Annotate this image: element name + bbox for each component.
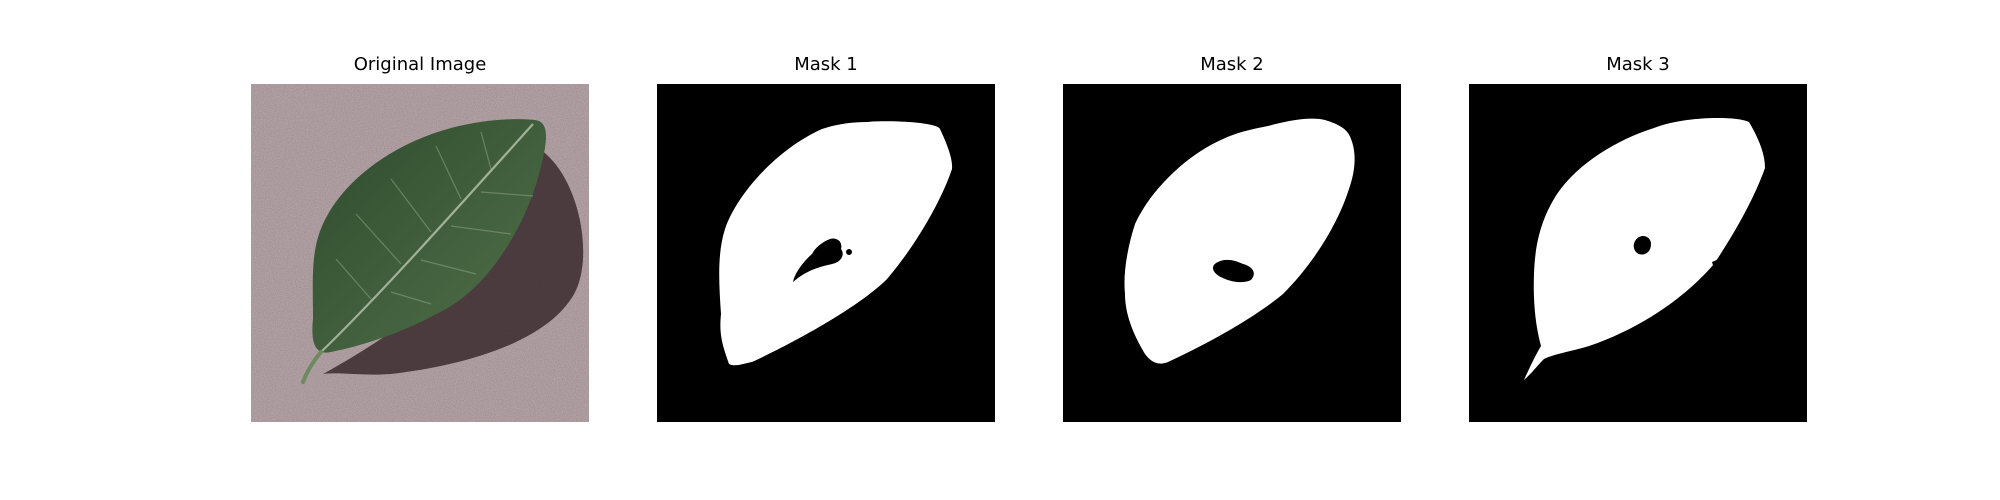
mask-1-image [657, 84, 995, 422]
mask-3-image [1469, 84, 1807, 422]
panel-mask-2: Mask 2 [1063, 54, 1401, 422]
mask-leaf-region [1124, 118, 1355, 364]
panel-mask-3: Mask 3 [1469, 54, 1807, 422]
mask-hole [1633, 235, 1651, 255]
panel-title: Original Image [353, 54, 487, 75]
mask-notch [1712, 259, 1721, 272]
mask-hole [793, 238, 843, 282]
panel-title: Mask 1 [794, 54, 858, 75]
panel-title: Mask 2 [1200, 54, 1264, 75]
leaf-stem [301, 350, 323, 384]
leaf-veins [335, 131, 534, 305]
panel-original-image: Original Image [251, 54, 589, 422]
original-leaf-image [251, 84, 589, 422]
leaf-midrib [320, 123, 534, 353]
mask-2-image [1063, 84, 1401, 422]
mask-hole [1212, 259, 1254, 283]
panel-title: Mask 3 [1606, 54, 1670, 75]
panel-mask-1: Mask 1 [657, 54, 995, 422]
leaf-blade [312, 119, 546, 353]
mask-speck [846, 249, 852, 255]
